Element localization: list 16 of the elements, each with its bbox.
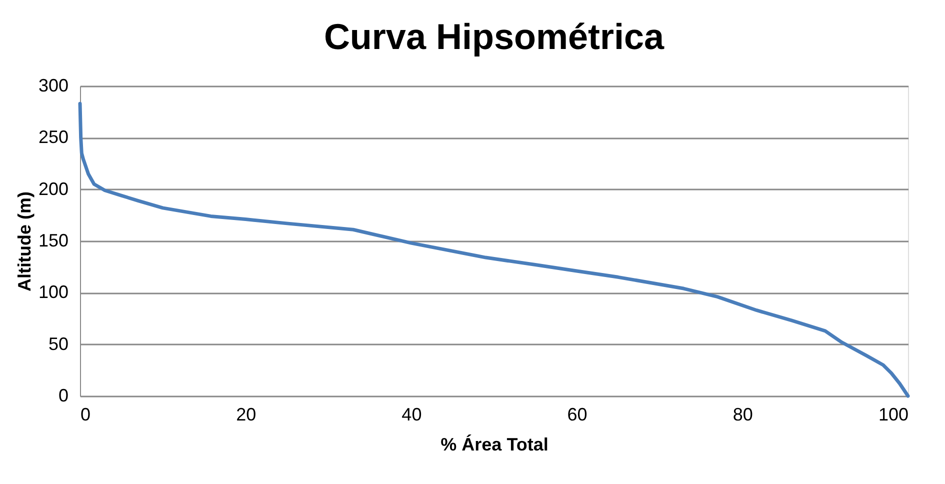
x-tick-label: 0 bbox=[80, 404, 91, 424]
y-axis-title: Altitude (m) bbox=[14, 192, 34, 292]
y-tick-label: 100 bbox=[38, 282, 68, 302]
y-tick-label: 300 bbox=[38, 76, 68, 96]
x-tick-label: 40 bbox=[402, 404, 422, 424]
chart-title: Curva Hipsométrica bbox=[324, 16, 666, 57]
x-tick-label: 20 bbox=[236, 404, 256, 424]
y-tick-label: 250 bbox=[38, 127, 68, 148]
x-tick-label: 60 bbox=[567, 404, 588, 424]
x-tick-label: 80 bbox=[732, 404, 753, 424]
y-tick-label: 200 bbox=[38, 178, 68, 199]
x-axis-title: % Área Total bbox=[440, 434, 548, 454]
y-tick-label: 50 bbox=[48, 334, 68, 354]
y-tick-label: 150 bbox=[38, 230, 68, 250]
y-tick-label: 0 bbox=[58, 386, 68, 406]
x-tick-label: 100 bbox=[878, 404, 908, 424]
